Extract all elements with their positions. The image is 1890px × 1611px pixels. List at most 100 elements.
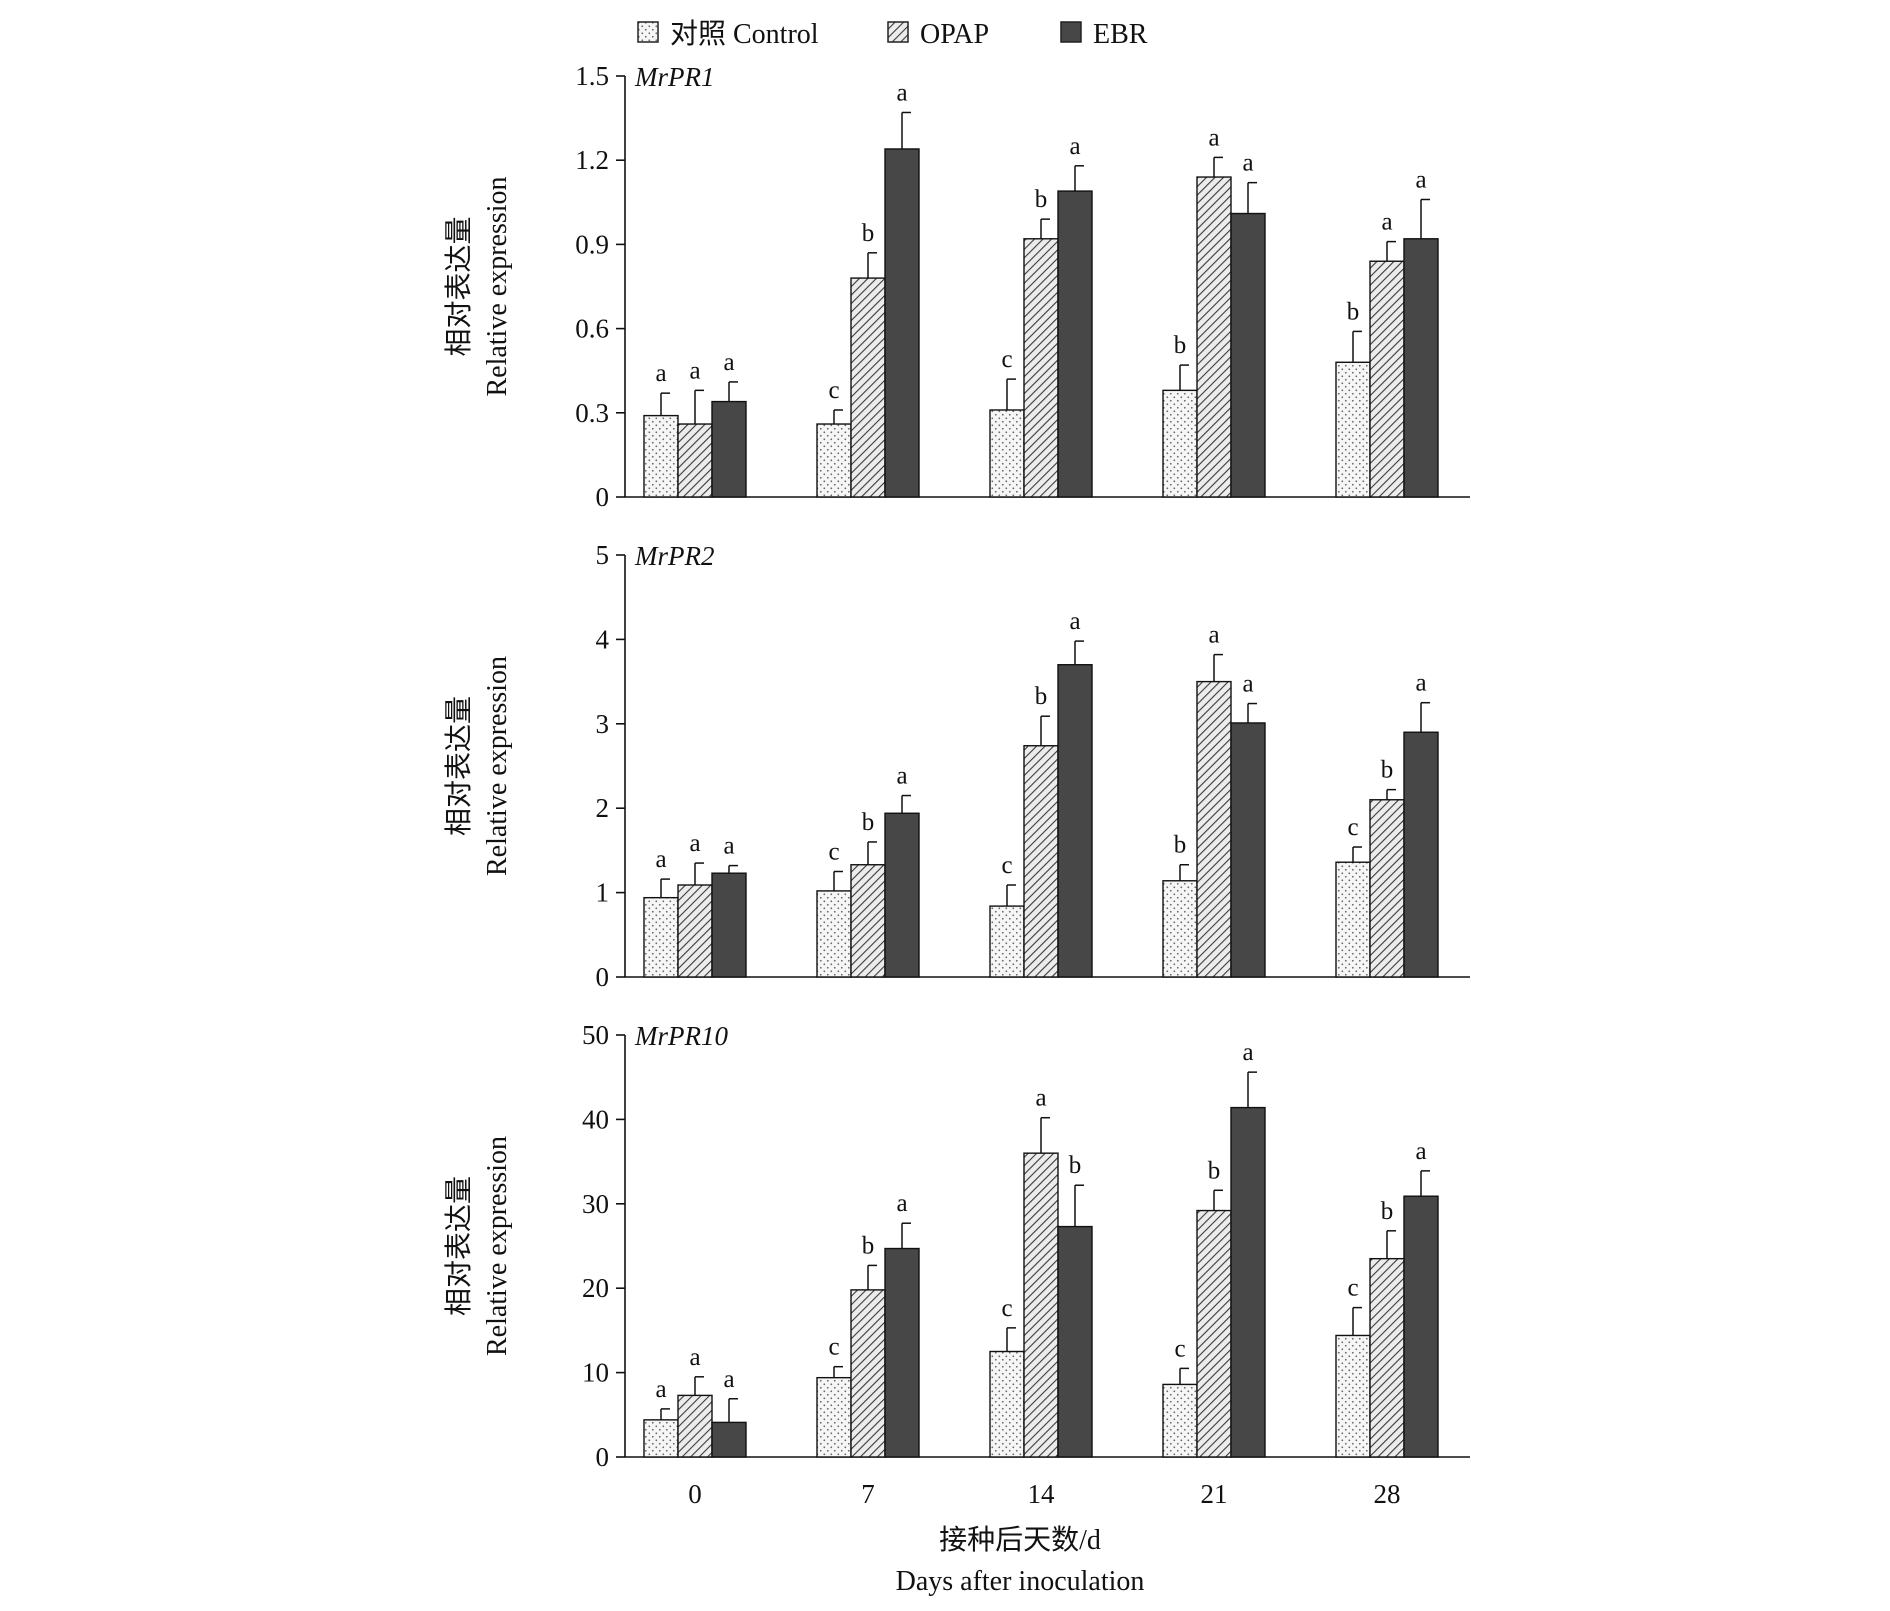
legend-swatch-opap	[887, 21, 909, 43]
y-tick-label: 20	[582, 1273, 609, 1303]
bar-ebr	[1403, 238, 1439, 498]
bar-control	[643, 896, 679, 978]
significance-letter: a	[1242, 150, 1253, 177]
bar-opap	[850, 1289, 886, 1458]
significance-letter: c	[828, 1334, 839, 1361]
significance-letter: b	[862, 220, 875, 247]
significance-letter: a	[689, 357, 700, 384]
bar-control	[989, 1350, 1025, 1458]
x-tick-label: 14	[1028, 1479, 1056, 1509]
bar-control	[1335, 361, 1371, 498]
significance-letter: c	[1001, 852, 1012, 879]
significance-letter: c	[828, 377, 839, 404]
significance-letter: b	[1174, 332, 1187, 359]
bar-opap	[850, 864, 886, 978]
y-tick-label: 50	[582, 1020, 609, 1050]
y-tick-label: 2	[596, 793, 610, 823]
bar-control	[643, 1419, 679, 1458]
significance-letter: a	[723, 349, 734, 376]
significance-letter: a	[723, 833, 734, 860]
bar-ebr	[1230, 722, 1266, 978]
bar-opap	[1196, 680, 1232, 978]
bar-opap	[1196, 1209, 1232, 1458]
bar-ebr	[884, 148, 920, 498]
y-axis-label-en: Relative expression	[482, 656, 513, 876]
legend-item-ebr: EBR	[1060, 19, 1148, 50]
significance-letter: b	[1174, 832, 1187, 859]
bar-opap	[677, 423, 713, 498]
significance-letter: c	[828, 839, 839, 866]
bar-ebr	[1403, 731, 1439, 978]
significance-letter: a	[723, 1366, 734, 1393]
significance-letter: b	[1069, 1152, 1082, 1179]
significance-letter: a	[689, 830, 700, 857]
bar-control	[816, 890, 852, 978]
significance-letter: a	[896, 1190, 907, 1217]
y-tick-label: 0.6	[575, 314, 609, 344]
bar-ebr	[1057, 664, 1093, 978]
bar-control	[1162, 880, 1198, 978]
significance-letter: a	[1415, 166, 1426, 193]
significance-letter: a	[1381, 209, 1392, 236]
bar-ebr	[711, 872, 747, 978]
x-tick-label: 28	[1374, 1479, 1401, 1509]
significance-letter: a	[1208, 124, 1219, 151]
significance-letter: a	[655, 1376, 666, 1403]
y-tick-label: 1.5	[575, 61, 609, 91]
y-tick-label: 1.2	[575, 145, 609, 175]
y-tick-label: 0	[596, 962, 610, 992]
bar-ebr	[711, 1421, 747, 1458]
bar-control	[816, 1376, 852, 1458]
y-tick-label: 10	[582, 1358, 609, 1388]
legend-label-control: 对照 Control	[670, 18, 819, 50]
bar-opap	[677, 1394, 713, 1458]
bar-opap	[1369, 1257, 1405, 1458]
legend: 对照 Control OPAP EBR	[637, 18, 1148, 50]
x-tick-label: 7	[861, 1479, 875, 1509]
significance-letter: b	[1381, 757, 1394, 784]
y-axis-label-cn: 相对表达量	[443, 696, 475, 836]
significance-letter: a	[1415, 1138, 1426, 1165]
y-tick-label: 0	[596, 1442, 610, 1472]
y-tick-label: 0	[596, 482, 610, 512]
significance-letter: a	[896, 79, 907, 106]
panel-title: MrPR10	[634, 1021, 728, 1051]
y-tick-label: 5	[596, 540, 610, 570]
bar-ebr	[1403, 1195, 1439, 1458]
significance-letter: a	[1069, 133, 1080, 160]
y-axis-label-en: Relative expression	[482, 176, 513, 396]
significance-letter: b	[1208, 1157, 1221, 1184]
significance-letter: a	[655, 360, 666, 387]
significance-letter: b	[862, 1232, 875, 1259]
significance-letter: c	[1347, 814, 1358, 841]
legend-label-opap: OPAP	[920, 19, 989, 50]
y-tick-label: 0.9	[575, 229, 609, 259]
bar-ebr	[711, 400, 747, 498]
x-tick-label: 21	[1201, 1479, 1228, 1509]
legend-label-ebr: EBR	[1093, 19, 1148, 50]
y-tick-label: 0.3	[575, 398, 609, 428]
significance-letter: a	[689, 1344, 700, 1371]
legend-swatch-control	[637, 21, 659, 43]
panel-mrpr1: 0 0.3 0.6 0.9 1.2 1.5 MrPR1 相对表达量 Relative expre…	[443, 61, 1470, 512]
significance-letter: a	[1208, 622, 1219, 649]
bar-opap	[1196, 176, 1232, 498]
bar-control	[643, 414, 679, 498]
significance-letter: a	[1242, 1039, 1253, 1066]
significance-letter: a	[655, 846, 666, 873]
bar-control	[1335, 861, 1371, 978]
y-axis-label-cn: 相对表达量	[443, 1176, 475, 1316]
significance-letter: c	[1347, 1275, 1358, 1302]
significance-letter: a	[1415, 670, 1426, 697]
significance-letter: a	[896, 763, 907, 790]
bar-control	[816, 423, 852, 498]
panel-title: MrPR2	[634, 541, 714, 571]
bar-opap	[1369, 799, 1405, 978]
bar-opap	[677, 884, 713, 978]
significance-letter: b	[1035, 186, 1048, 213]
bar-opap	[1369, 260, 1405, 498]
bar-ebr	[1057, 190, 1093, 498]
x-axis-label-en: Days after inoculation	[896, 1566, 1145, 1597]
